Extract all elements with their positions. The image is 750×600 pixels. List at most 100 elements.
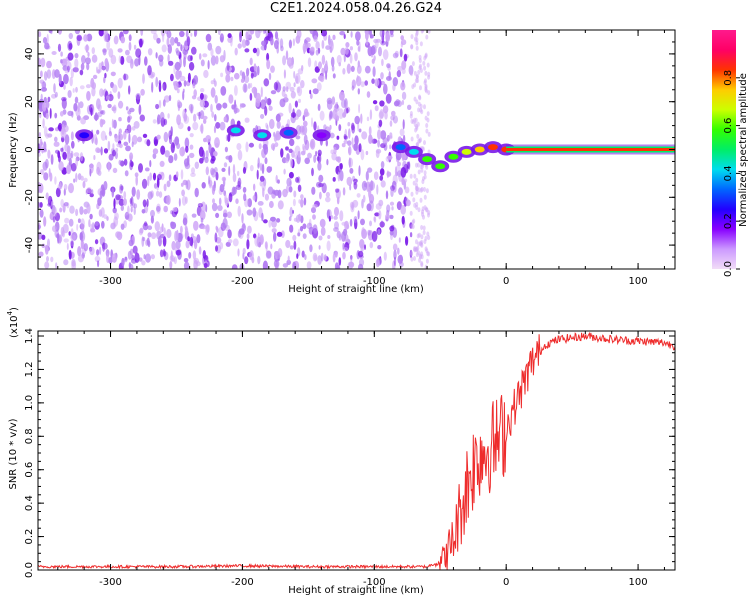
noise-cell	[202, 250, 206, 259]
noise-cell	[175, 171, 179, 178]
noise-cell	[123, 198, 127, 206]
noise-cell	[63, 183, 68, 191]
noise-cell	[226, 211, 232, 219]
noise-cell	[351, 124, 356, 134]
noise-cell	[222, 102, 228, 109]
noise-cell	[375, 38, 381, 43]
noise-cell	[237, 177, 242, 187]
noise-cell	[60, 59, 63, 64]
noise-cell	[399, 48, 403, 58]
noise-cell	[342, 187, 346, 196]
noise-cell	[323, 124, 327, 131]
noise-cell	[86, 203, 91, 214]
noise-cell	[138, 163, 143, 173]
noise-cell	[60, 147, 64, 152]
noise-cell	[281, 230, 285, 238]
noise-cell	[410, 250, 414, 256]
spectrum-x-axis-label: Height of straight line (km)	[288, 284, 424, 295]
noise-cell	[415, 239, 418, 245]
noise-cell	[91, 47, 96, 55]
noise-cell	[155, 190, 160, 197]
noise-cell	[97, 111, 103, 118]
noise-cell	[420, 186, 424, 192]
noise-cell	[142, 199, 147, 208]
noise-cell	[418, 232, 421, 238]
noise-cell	[297, 232, 301, 237]
noise-cell	[311, 117, 313, 128]
noise-cell	[46, 60, 52, 69]
noise-cell	[270, 243, 273, 250]
noise-cell	[144, 167, 150, 172]
noise-cell	[422, 225, 426, 231]
noise-cell	[358, 128, 362, 133]
noise-cell	[185, 240, 190, 249]
noise-cell	[400, 81, 406, 91]
noise-cell	[288, 62, 294, 69]
noise-cell	[112, 104, 117, 114]
noise-cell	[285, 81, 292, 90]
noise-cell	[129, 159, 134, 171]
noise-cell	[289, 224, 294, 233]
noise-cell	[340, 47, 346, 56]
noise-cell	[339, 210, 344, 222]
noise-cell	[389, 120, 393, 127]
noise-cell	[389, 201, 395, 206]
noise-cell	[38, 132, 42, 138]
noise-cell	[422, 60, 426, 66]
noise-cell	[415, 252, 419, 258]
noise-cell	[40, 93, 43, 101]
noise-cell	[285, 50, 289, 61]
y-tick-label: 1.0	[24, 395, 35, 411]
noise-cell	[182, 48, 189, 55]
noise-cell	[397, 161, 402, 167]
noise-cell	[66, 145, 71, 155]
noise-cell	[386, 204, 391, 213]
noise-cell	[190, 32, 193, 37]
noise-cell	[382, 105, 389, 114]
colorbar-tick-label: 0.8	[723, 70, 734, 86]
noise-cell	[50, 154, 54, 165]
noise-cell	[105, 95, 110, 101]
noise-cell	[184, 137, 190, 149]
noise-cell	[380, 180, 386, 188]
noise-cell	[397, 65, 403, 72]
noise-cell	[242, 186, 247, 193]
noise-cell	[70, 131, 74, 141]
noise-cell	[259, 175, 265, 182]
noise-cell	[173, 153, 178, 161]
noise-cell	[289, 158, 294, 168]
noise-cell	[283, 168, 286, 175]
noise-cell	[129, 198, 132, 204]
noise-cell	[312, 214, 316, 220]
noise-cell	[150, 209, 155, 218]
noise-cell	[139, 227, 144, 234]
noise-cell	[80, 117, 86, 125]
noise-cell	[347, 140, 352, 146]
noise-cell	[166, 37, 170, 47]
noise-cell	[144, 56, 148, 66]
noise-cell	[273, 81, 278, 91]
noise-cell	[91, 189, 94, 195]
noise-cell	[425, 123, 429, 128]
noise-cell	[339, 31, 346, 36]
noise-cell	[381, 58, 384, 67]
noise-cell	[159, 226, 163, 234]
noise-cell	[379, 175, 384, 181]
noise-cell	[211, 184, 215, 195]
noise-cell	[117, 77, 123, 89]
noise-cell	[276, 218, 281, 223]
noise-cell	[112, 84, 118, 93]
noise-cell	[411, 61, 415, 67]
noise-cell	[43, 172, 49, 181]
noise-cell	[120, 55, 125, 65]
noise-cell	[106, 39, 111, 51]
noise-cell	[203, 119, 207, 124]
noise-cell	[268, 72, 272, 81]
x-tick-label: -300	[99, 276, 122, 287]
noise-cell	[57, 30, 62, 35]
noise-cell	[179, 30, 185, 38]
noise-cell	[336, 196, 340, 205]
noise-cell	[88, 219, 91, 228]
spectrum-y-axis: -40 -20 0 20 40	[24, 29, 675, 270]
noise-cell	[427, 131, 431, 137]
